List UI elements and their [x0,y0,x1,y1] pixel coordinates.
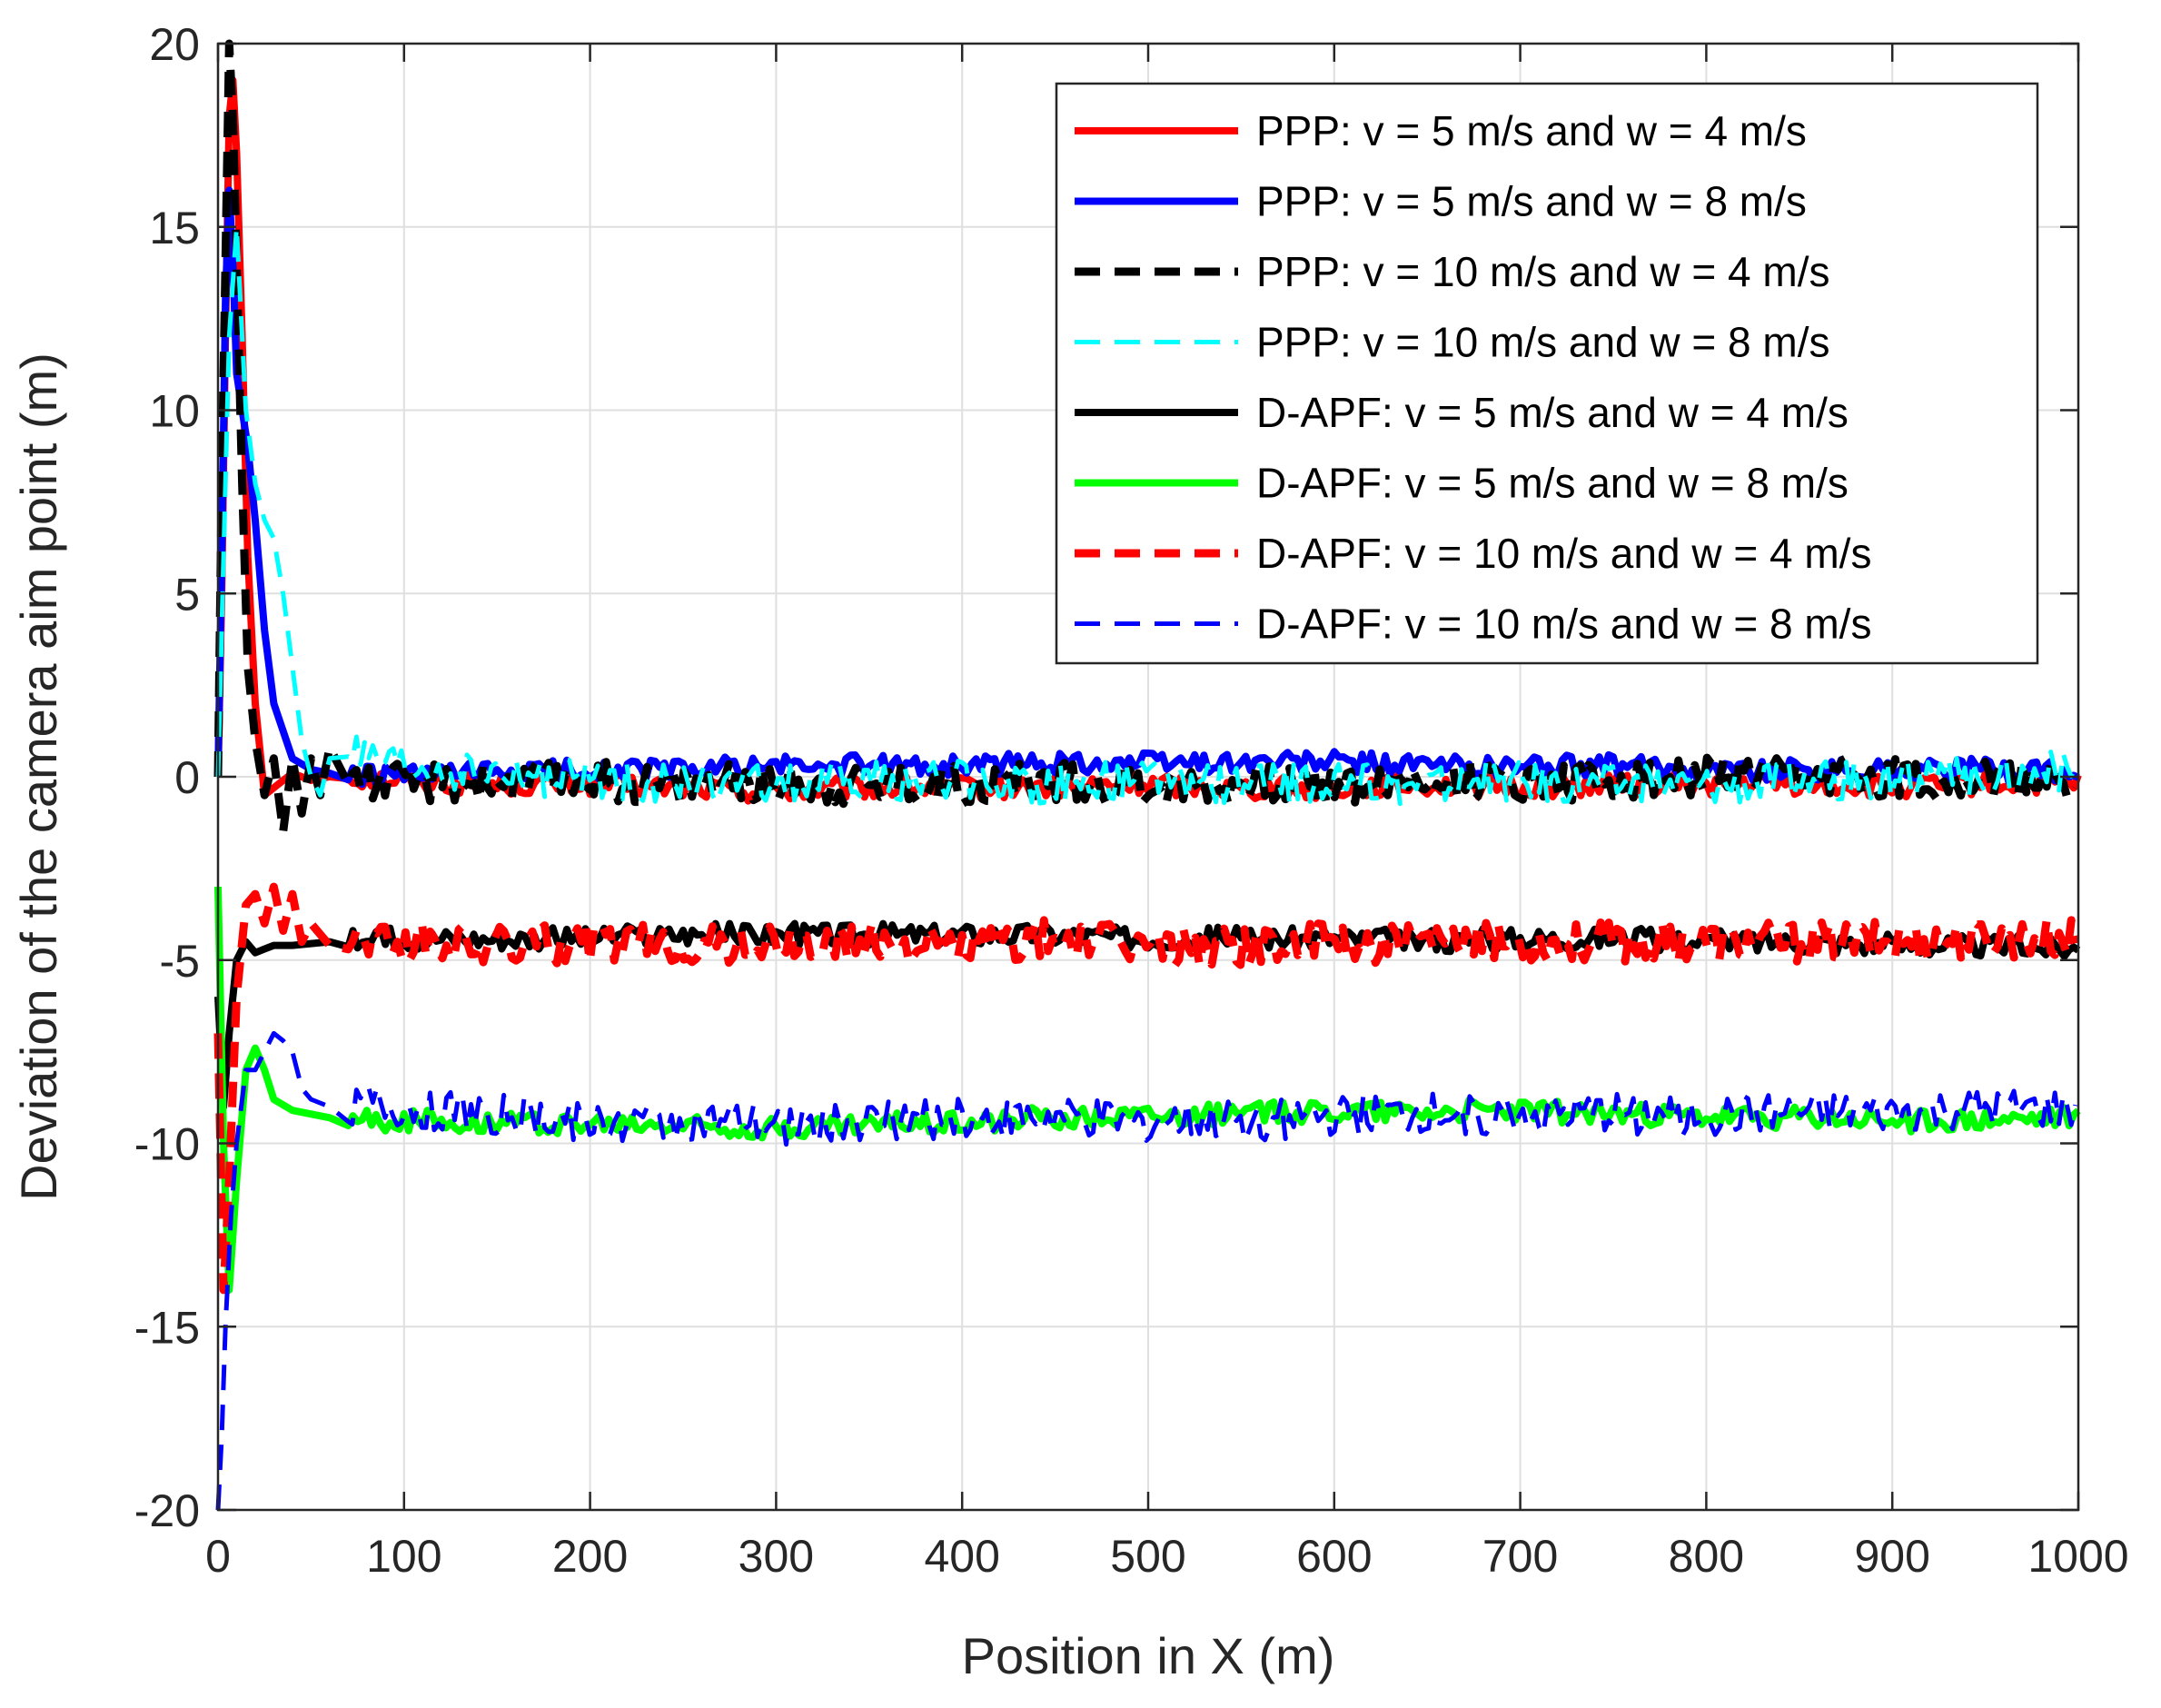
x-axis-label: Position in X (m) [962,1627,1335,1684]
legend: PPP: v = 5 m/s and w = 4 m/s PPP: v = 5 m… [1055,82,2039,665]
x-tick-label: 300 [739,1531,814,1582]
x-tick-label: 700 [1482,1531,1558,1582]
x-tick-label: 200 [552,1531,628,1582]
legend-label: D-APF: v = 5 m/s and w = 4 m/s [1256,389,1849,436]
y-tick-label: 10 [149,386,200,437]
x-tick-label: 1000 [2027,1531,2128,1582]
y-tick-label: 20 [149,19,200,70]
x-tick-label: 0 [205,1531,231,1582]
legend-label: PPP: v = 10 m/s and w = 4 m/s [1256,248,1830,295]
y-tick-label: 0 [174,752,200,803]
y-tick-label: -15 [134,1302,200,1353]
y-tick-label: -10 [134,1119,200,1170]
legend-box [1055,82,2039,665]
legend-label: D-APF: v = 10 m/s and w = 8 m/s [1256,601,1871,648]
series-line-4 [215,224,2078,807]
legend-label: PPP: v = 5 m/s and w = 4 m/s [1256,107,1807,154]
plot-lines [213,39,2082,1511]
y-tick-label: -20 [134,1485,200,1536]
series-line-7 [213,882,2080,1295]
x-tick-label: 400 [924,1531,999,1582]
legend-label: PPP: v = 10 m/s and w = 8 m/s [1256,319,1830,366]
y-tick-labels: -20 -15 -10 -5 0 5 10 15 20 [134,19,200,1536]
x-tick-label: 800 [1669,1531,1744,1582]
y-tick-label: -5 [160,936,200,987]
legend-label: PPP: v = 5 m/s and w = 8 m/s [1256,178,1807,225]
x-tick-labels: 0 100 200 300 400 500 600 700 800 900 1000 [205,1531,2129,1582]
tick-marks [216,42,2080,1512]
y-tick-label: 15 [149,203,200,253]
series-line-8 [215,1030,2078,1511]
x-tick-label: 500 [1110,1531,1185,1582]
series-line-3 [213,39,2079,836]
y-tick-label: 5 [174,569,200,620]
y-axis-label: Deviation of the camera aim point (m) [10,353,67,1201]
legend-label: D-APF: v = 5 m/s and w = 8 m/s [1256,460,1849,507]
x-tick-label: 600 [1296,1531,1372,1582]
x-tick-label: 900 [1854,1531,1929,1582]
x-tick-label: 100 [366,1531,441,1582]
legend-label: D-APF: v = 10 m/s and w = 4 m/s [1256,530,1871,577]
